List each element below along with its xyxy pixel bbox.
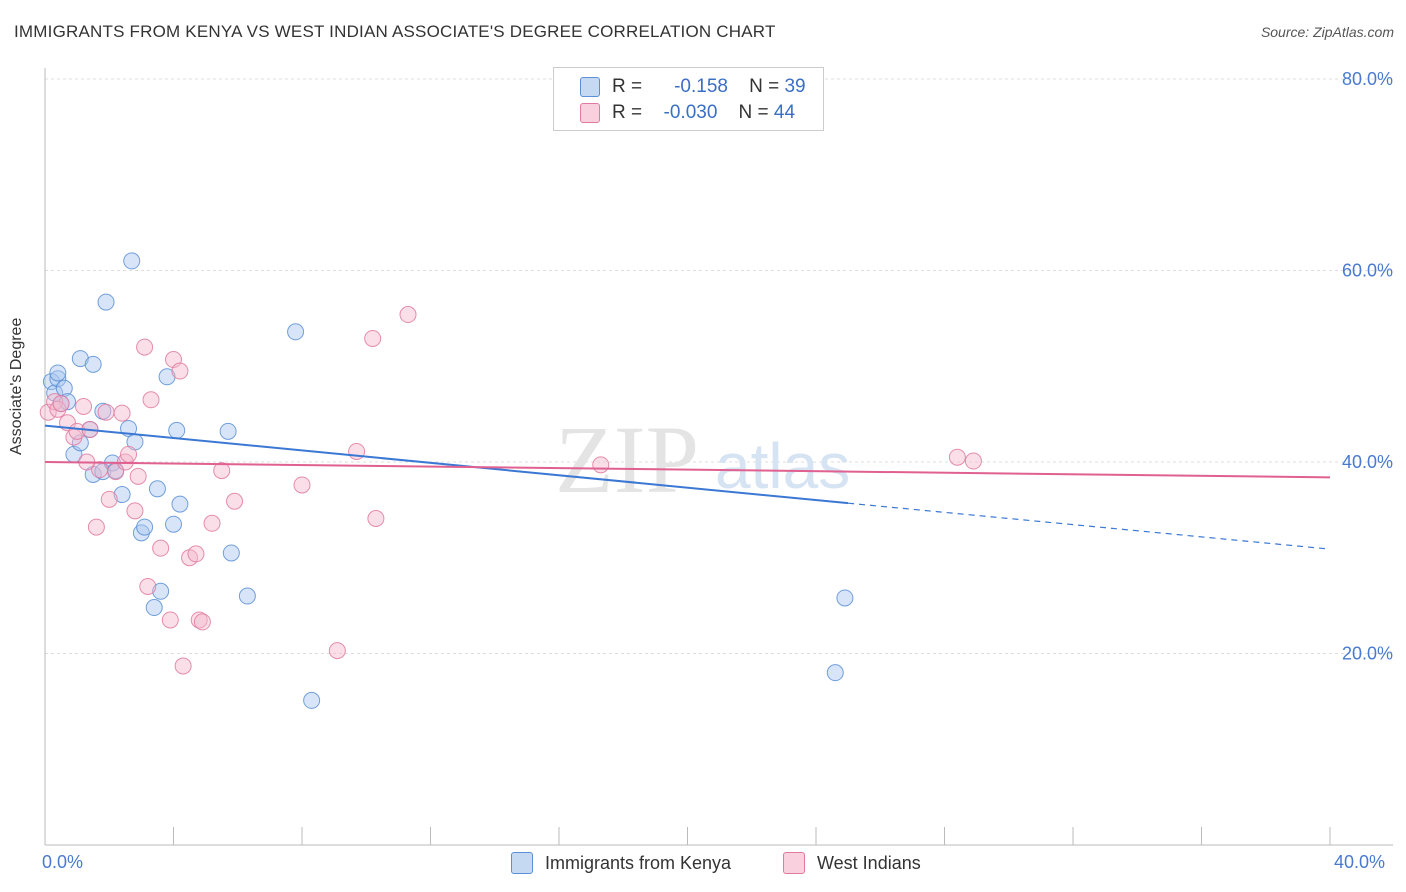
kenya-point [49,370,67,388]
watermark-zip: ZIP [555,406,699,513]
source-label: Source: ZipAtlas.com [1260,24,1394,40]
westindian-point [328,642,346,660]
kenya-point [136,518,154,536]
kenya-point [826,664,844,682]
westindian-point [171,362,189,380]
kenya-point [219,422,237,440]
westindian-point [187,545,205,563]
kenya-point [132,524,150,542]
legend-n-label: N = [749,76,780,97]
kenya-point [49,364,67,382]
y-axis-label: Associate's Degree [8,317,25,455]
westindian-point [367,509,385,527]
legend-item-kenya[interactable]: Immigrants from Kenya [511,852,731,874]
kenya-point [145,599,163,617]
westindian-point [139,577,157,595]
kenya-point [97,293,115,311]
legend-n-label: N = [738,102,769,123]
kenya-point [238,587,256,605]
legend-label-westindian: West Indians [817,852,921,873]
westindian-point [226,492,244,510]
kenya-swatch [580,77,600,97]
kenya-point [46,384,64,402]
legend-label-kenya: Immigrants from Kenya [545,852,732,873]
westindian-point [293,476,311,494]
kenya-legend-swatch [511,852,533,874]
westindian-point [592,456,610,474]
x-tick-label-max: 40.0% [1334,852,1386,872]
westindian-point [213,462,231,480]
kenya-point [287,323,305,341]
kenya-n-value: 39 [784,76,806,97]
westindian-legend-swatch [783,852,805,874]
westindian-point [87,518,105,536]
kenya-point [113,486,131,504]
y-tick-label: 60.0% [1342,261,1393,281]
legend-r-label: R = [612,102,643,123]
westindian-point [136,338,154,356]
westindian-point [190,611,208,629]
westindian-point [75,397,93,415]
kenya-point [84,355,102,373]
westindian-n-value: 44 [773,102,796,123]
kenya-trend-line [44,424,849,505]
westindian-point [364,329,382,347]
westindian-point [120,445,138,463]
kenya-point [171,495,189,513]
legend-item-westindian[interactable]: West Indians [783,852,921,874]
x-tick-label-min: 0.0% [42,852,84,872]
westindian-point [161,611,179,629]
legend-row-kenya: R = -0.158 N = 39 [580,75,806,99]
kenya-point [165,515,182,533]
westindian-point [948,448,966,466]
westindian-point [113,404,131,422]
westindian-point [142,391,160,409]
legend-row-westindian: R = -0.030 N = 44 [580,101,795,125]
kenya-point [222,544,240,562]
y-tick-label: 20.0% [1342,644,1393,664]
kenya-point [123,252,141,270]
westindian-point [193,613,211,631]
kenya-point [836,589,854,607]
legend-r-label: R = [612,76,643,97]
kenya-point [168,421,186,439]
westindian-point [100,490,118,508]
westindian-trend-line [44,461,1331,479]
westindian-point [964,452,982,470]
kenya-point [152,582,170,600]
chart-title: IMMIGRANTS FROM KENYA VS WEST INDIAN ASS… [14,22,776,41]
westindian-point [174,657,192,675]
y-tick-label: 40.0% [1342,452,1393,472]
watermark: ZIP atlas [555,406,850,513]
westindian-point [49,400,67,418]
westindian-swatch [580,103,600,123]
stats-legend: R = -0.158 N = 39 R = -0.030 N = 44 [553,67,824,131]
y-tick-label: 80.0% [1342,69,1393,89]
westindian-r-value: -0.030 [663,102,718,123]
westindian-point [203,514,221,532]
westindian-point [39,403,57,421]
westindian-point [152,539,170,557]
kenya-trend-extension [848,502,1331,550]
westindian-point [126,502,144,520]
watermark-atlas: atlas [715,430,850,502]
kenya-point [303,691,321,709]
westindian-point [399,306,417,324]
kenya-r-value: -0.158 [674,76,728,97]
westindian-point [52,395,70,413]
kenya-point [148,480,166,498]
westindian-point [97,403,115,421]
westindian-point [129,467,147,485]
